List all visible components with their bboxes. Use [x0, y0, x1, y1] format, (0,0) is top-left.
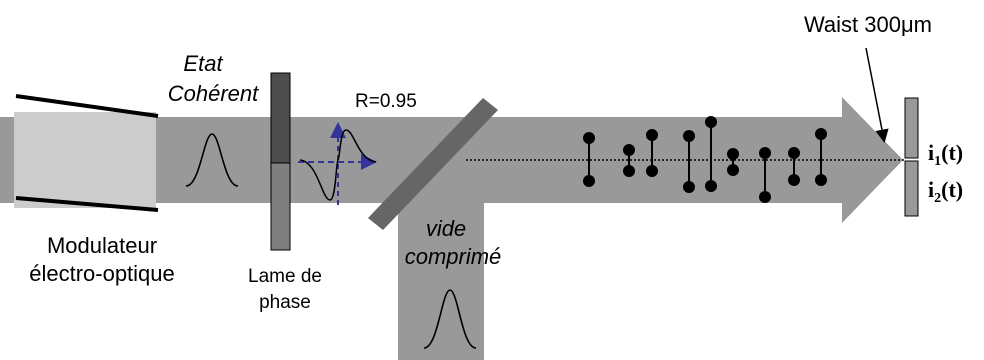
detector1-current-label: i1(t) [928, 140, 963, 169]
squeezed-vacuum-label-line2: comprimé [405, 244, 502, 269]
beam-splitter-mirror [368, 98, 498, 230]
electro-optic-modulator [14, 94, 159, 212]
modulator-label-line2: électro-optique [29, 261, 175, 286]
modulator-label-line1: Modulateur [47, 233, 157, 258]
split-photodetector [904, 97, 919, 217]
squeezed-vacuum-beam [398, 203, 484, 360]
photon-pair-markers [583, 116, 827, 203]
coherent-state-label-line2: Cohérent [168, 81, 259, 106]
waist-label: Waist 300μm [804, 12, 932, 37]
squeezed-pulse-curve [423, 289, 477, 349]
main-beam [0, 97, 903, 223]
detector2-current-label: i2(t) [928, 177, 963, 206]
field-derivative-sketch [298, 122, 377, 205]
phase-plate [270, 72, 291, 251]
coherent-state-label-line1: Etat [183, 51, 223, 76]
phase-plate-label-line2: phase [259, 292, 311, 313]
phase-plate-label-line1: Lame de [248, 266, 322, 287]
coherent-pulse-curve [185, 133, 239, 187]
waist-pointer-arrow [865, 47, 889, 143]
reflectivity-label: R=0.95 [355, 91, 417, 112]
squeezed-vacuum-label-line1: vide [426, 216, 466, 241]
